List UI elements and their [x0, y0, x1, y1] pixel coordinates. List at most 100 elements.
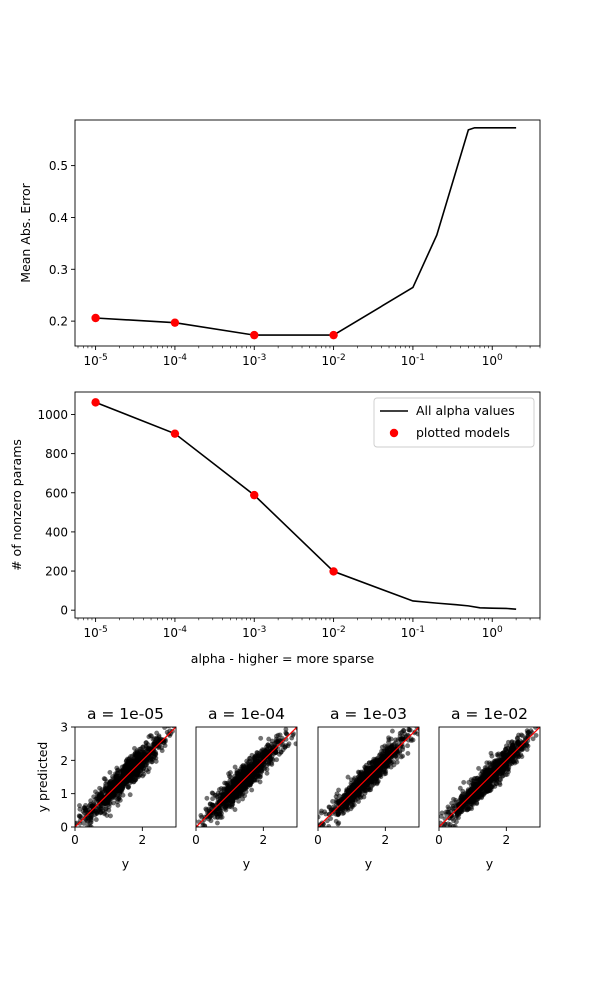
y-tick-label-mae: 0.2 — [49, 315, 68, 329]
data-point — [373, 776, 379, 782]
x-tick-label-pred3: 2 — [382, 833, 390, 847]
x-tick-label-mae: 10-2 — [321, 353, 345, 368]
data-point — [515, 735, 521, 741]
axes-frame-mae — [74, 119, 541, 347]
data-point — [335, 811, 341, 817]
x-axis-label-pred2: y — [243, 856, 251, 871]
y-tick-label-pred1: 0 — [60, 821, 68, 835]
y-tick-label-nonzero: 800 — [45, 447, 68, 461]
axes-nonzero: 10-5 10-4 10-3 10-2 10-1 10002004006008001000… — [9, 408, 541, 666]
data-point — [490, 772, 496, 777]
data-point — [386, 739, 391, 745]
data-point — [146, 746, 152, 751]
y-axis-label-pred1: y predicted — [35, 742, 50, 813]
x-tick-label-nonzero: 10-5 — [83, 625, 107, 640]
data-point — [242, 793, 248, 799]
reference-line — [318, 727, 419, 827]
data-point — [88, 798, 94, 804]
x-tick-label-nonzero: 10-4 — [163, 625, 188, 640]
data-point — [126, 784, 132, 790]
data-point — [390, 759, 396, 765]
data-point — [372, 760, 378, 766]
data-point — [385, 749, 391, 754]
data-point — [223, 780, 229, 786]
data-point — [334, 791, 340, 797]
data-point-nonzero — [170, 429, 180, 438]
data-point — [115, 802, 121, 808]
data-point — [125, 776, 131, 782]
data-point — [377, 758, 383, 764]
data-point — [349, 803, 355, 809]
y-tick-label-pred1: 2 — [60, 754, 68, 768]
data-point — [500, 752, 506, 758]
data-point — [530, 736, 536, 742]
data-point — [451, 796, 456, 802]
data-point — [282, 744, 288, 750]
data-point — [103, 788, 109, 794]
data-point — [338, 806, 344, 812]
data-point — [388, 736, 394, 742]
data-point — [397, 730, 403, 736]
data-point — [208, 818, 214, 824]
x-tick-label-mae: 100 — [482, 353, 503, 368]
data-point — [276, 738, 282, 744]
x-tick-label-pred1: 2 — [139, 833, 147, 847]
y-tick-label-mae: 0.4 — [49, 211, 68, 225]
data-point — [366, 777, 372, 783]
y-tick-label-mae: 0.3 — [49, 263, 68, 277]
x-axis-label-pred4: y — [486, 856, 494, 871]
data-point — [345, 774, 351, 780]
data-point — [225, 785, 231, 791]
data-point — [210, 796, 216, 802]
x-tick-exponent: -1 — [416, 353, 425, 363]
data-point — [471, 785, 477, 791]
data-point — [364, 766, 370, 772]
x-tick-exponent: -1 — [416, 625, 425, 635]
series-line-nonzero — [95, 401, 517, 610]
data-point — [202, 823, 208, 827]
data-point — [290, 732, 296, 738]
data-point — [242, 779, 248, 785]
reference-line — [196, 727, 297, 827]
x-tick-label-pred2: 2 — [260, 833, 268, 847]
data-point — [508, 745, 514, 751]
data-point — [389, 728, 395, 734]
x-tick-label-mae: 10-3 — [242, 353, 266, 368]
x-tick-label-mae: 10-4 — [163, 353, 188, 368]
data-point — [243, 789, 249, 795]
data-point — [124, 758, 129, 763]
data-point — [116, 776, 122, 782]
legend-dot-swatch — [389, 428, 399, 438]
data-point — [406, 727, 412, 733]
data-point — [489, 753, 495, 759]
data-point — [215, 790, 221, 796]
data-point — [474, 791, 480, 797]
scatter-cloud-pred4 — [439, 727, 540, 827]
x-axis-label-pred1: y — [122, 856, 130, 871]
data-point — [84, 805, 90, 811]
data-point — [151, 736, 157, 741]
y-axis-label-nonzero: # of nonzero params — [9, 439, 24, 571]
data-point — [273, 733, 279, 739]
axes-frame-pred3 — [317, 726, 420, 828]
scatter-cloud-pred2 — [196, 727, 297, 827]
data-point — [511, 759, 517, 764]
x-tick-label-pred3: 0 — [314, 833, 322, 847]
axes-frame-pred2 — [195, 726, 298, 828]
data-point — [258, 735, 264, 741]
data-point — [336, 820, 342, 826]
y-tick-label-nonzero: 400 — [45, 525, 68, 539]
data-point — [93, 817, 99, 823]
data-point — [520, 733, 525, 739]
data-point — [453, 819, 459, 825]
data-point — [134, 772, 140, 778]
data-point — [467, 799, 473, 805]
data-point — [129, 766, 135, 772]
data-point — [461, 779, 467, 785]
data-point — [504, 771, 510, 777]
data-point — [98, 803, 104, 809]
data-point — [250, 759, 256, 765]
data-point — [401, 727, 406, 733]
data-point — [357, 791, 363, 797]
data-point — [98, 793, 104, 799]
